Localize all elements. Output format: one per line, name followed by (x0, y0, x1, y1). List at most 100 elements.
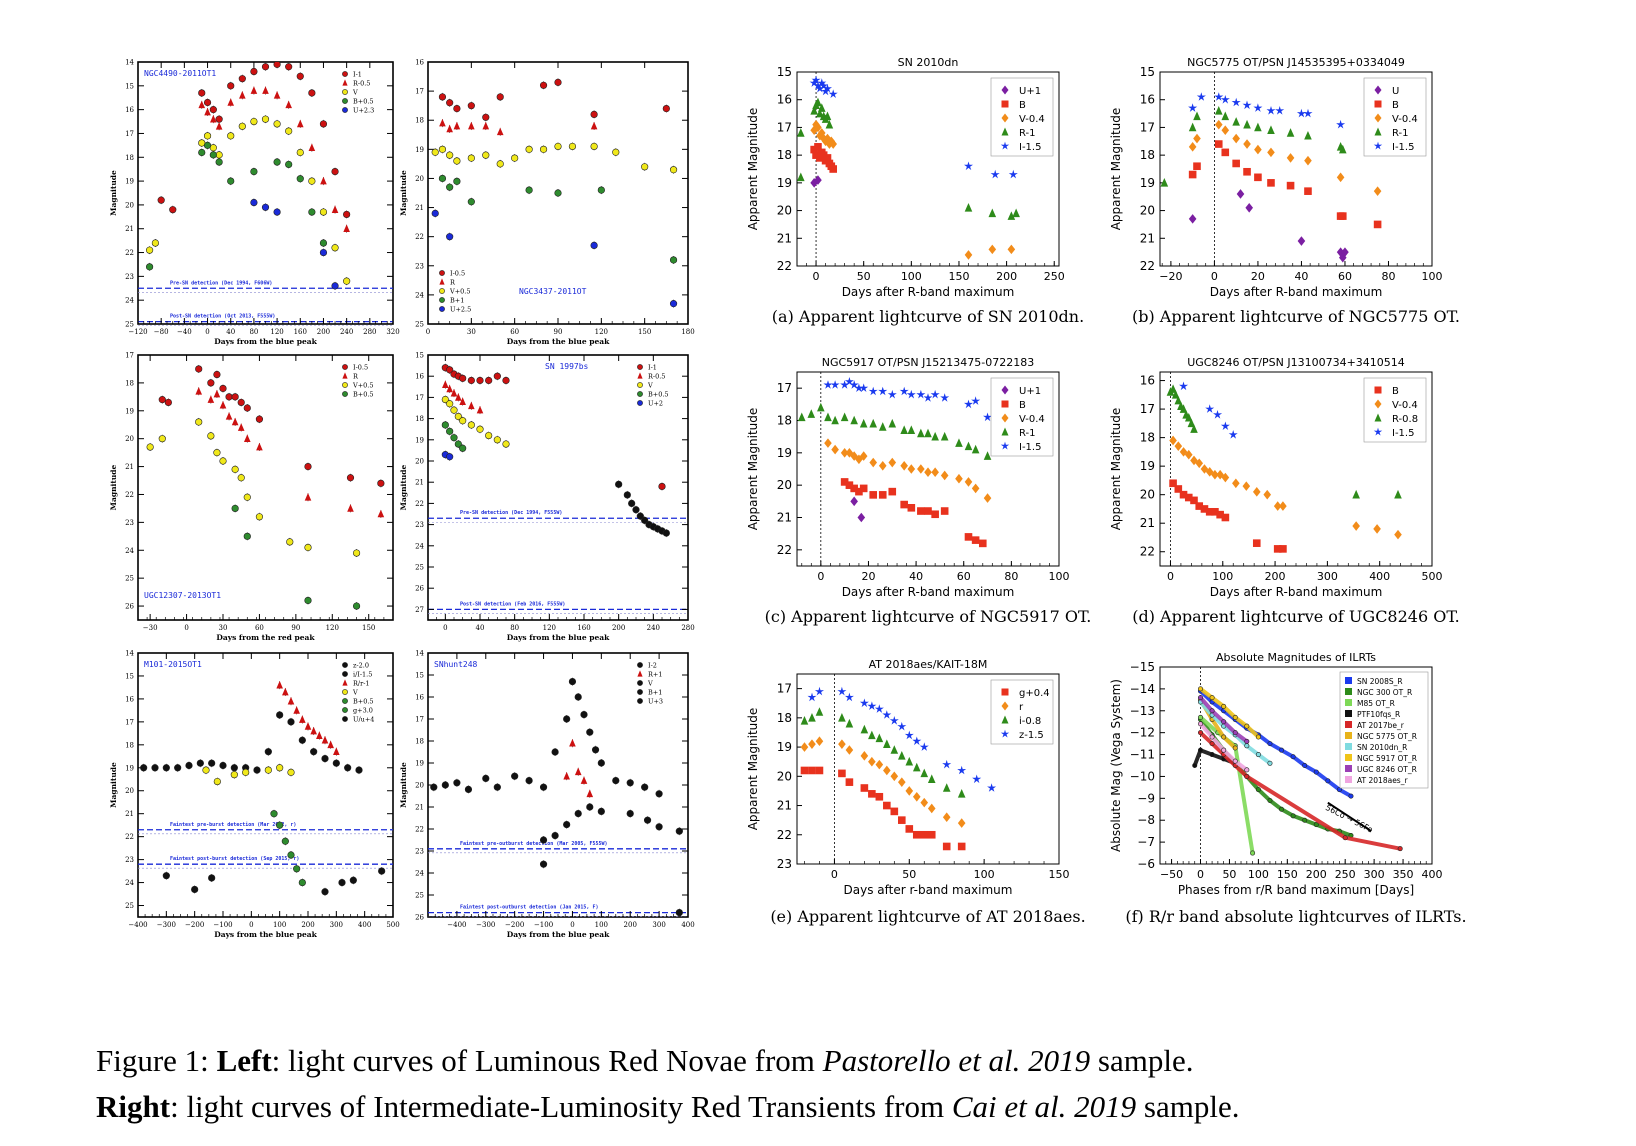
data-point (568, 677, 577, 686)
data-point (468, 121, 475, 130)
legend-label: NGC 300 OT_R (1357, 688, 1412, 697)
data-point (882, 710, 892, 719)
legend-marker (1001, 701, 1009, 711)
legend-marker (342, 89, 348, 95)
data-point (237, 474, 245, 482)
data-point (890, 807, 899, 816)
data-point (320, 176, 327, 185)
chart-L5: Faintest pre-burst detection (Mar 2002, … (109, 650, 400, 940)
data-point (883, 801, 891, 810)
legend-box (990, 377, 1054, 457)
chart-R4: 0 100 200 300 400 500 16 17 18 19 20 21 22 Days after… (1109, 356, 1460, 626)
y-axis-label: Apparent Magnitude (746, 408, 760, 531)
data-point (1198, 695, 1204, 701)
data-point (140, 764, 148, 772)
data-point (287, 851, 295, 859)
y-tick-label: 24 (415, 870, 424, 878)
data-point (957, 765, 967, 775)
data-point (1304, 187, 1312, 195)
caption-right-text-b: sample. (1136, 1089, 1240, 1124)
data-point (900, 460, 908, 471)
data-point (1342, 835, 1348, 841)
y-tick-label: 17 (777, 381, 792, 395)
data-point (446, 384, 453, 393)
data-point (912, 736, 922, 746)
data-point (1286, 153, 1295, 163)
y-tick-label: 21 (415, 804, 424, 812)
data-point (441, 781, 449, 789)
data-point (1195, 458, 1204, 469)
data-point (924, 507, 932, 515)
series-group (145, 62, 351, 290)
legend-marker (1374, 85, 1382, 95)
caption-line-right: Right: light curves of Intermediate-Lumi… (96, 1084, 1566, 1130)
data-point (1254, 122, 1262, 132)
legend-label: V (352, 689, 358, 697)
data-point (875, 733, 884, 743)
data-point (900, 500, 908, 509)
data-point (237, 423, 245, 431)
data-point (287, 768, 295, 776)
data-point (352, 602, 361, 610)
legend-label: B (1019, 100, 1026, 111)
data-point (868, 730, 876, 740)
data-point (983, 493, 992, 503)
x-tick-label: 0 (831, 868, 838, 881)
y-tick-label: −15 (1130, 660, 1155, 674)
legend-label: U+3 (648, 698, 663, 706)
legend-label: I-0.5 (353, 364, 368, 372)
data-point (1216, 510, 1224, 519)
chart-L2: 0 30 60 90 120 150 180 16 17 18 19 20 21 22 23 24 25 Days… (399, 59, 695, 347)
data-point (898, 751, 906, 760)
data-point (1244, 773, 1250, 779)
data-point (1296, 108, 1306, 118)
data-point (814, 122, 822, 133)
data-point (352, 549, 361, 557)
data-point (273, 208, 281, 216)
legend-label: M85 OT_R (1357, 699, 1395, 708)
legend-label: R+1 (648, 671, 662, 679)
detection-limit-label: Faintest pre-outburst detection (Mar 200… (460, 841, 608, 847)
y-tick-label: 17 (777, 120, 792, 134)
legend-label: i/I-1.5 (353, 671, 372, 679)
data-point (210, 114, 217, 123)
y-tick-label: −8 (1137, 813, 1155, 827)
chart-L1: Pre-SN detection (Dec 1994, F606W) Post-S… (109, 59, 400, 347)
legend-label: R-1 (1019, 128, 1036, 139)
data-point (1325, 778, 1331, 784)
data-point (256, 442, 263, 451)
legend-label: g+0.4 (1019, 688, 1050, 699)
data-point (145, 246, 154, 254)
y-tick-label: 26 (415, 914, 424, 922)
x-tick-label: 80 (249, 328, 258, 336)
x-tick-label: −200 (185, 921, 204, 929)
data-point (931, 510, 939, 519)
detection-limit-label: Pre-SN detection (Dec 1994, F606W) (170, 280, 272, 286)
panel-title: NGC4490-2011OT1 (144, 69, 216, 78)
panel-title: UGC8246 OT/PSN J13100734+3410514 (1187, 356, 1405, 369)
y-axis-label: Absolute Mag (Vega System) (1109, 679, 1123, 852)
data-point (525, 145, 533, 153)
data-point (874, 704, 884, 713)
x-tick-label: 200 (612, 624, 625, 632)
data-point (840, 412, 849, 422)
data-point (823, 154, 832, 162)
legend-label: i-0.8 (1019, 716, 1041, 727)
data-point (859, 383, 869, 392)
data-point (270, 810, 278, 818)
data-point (286, 538, 294, 546)
data-point (493, 783, 501, 791)
data-point (146, 443, 154, 451)
data-point (446, 427, 454, 435)
data-point (1214, 92, 1224, 101)
data-point (243, 434, 251, 442)
legend-marker (1345, 754, 1352, 761)
data-point (1242, 100, 1252, 110)
data-point (446, 453, 454, 461)
data-point (1275, 106, 1285, 115)
y-axis-label: Magnitude (399, 170, 408, 216)
data-point (453, 121, 461, 130)
x-tick-label: 150 (638, 328, 651, 336)
data-point (840, 478, 849, 486)
x-tick-label: 100 (1248, 868, 1269, 881)
